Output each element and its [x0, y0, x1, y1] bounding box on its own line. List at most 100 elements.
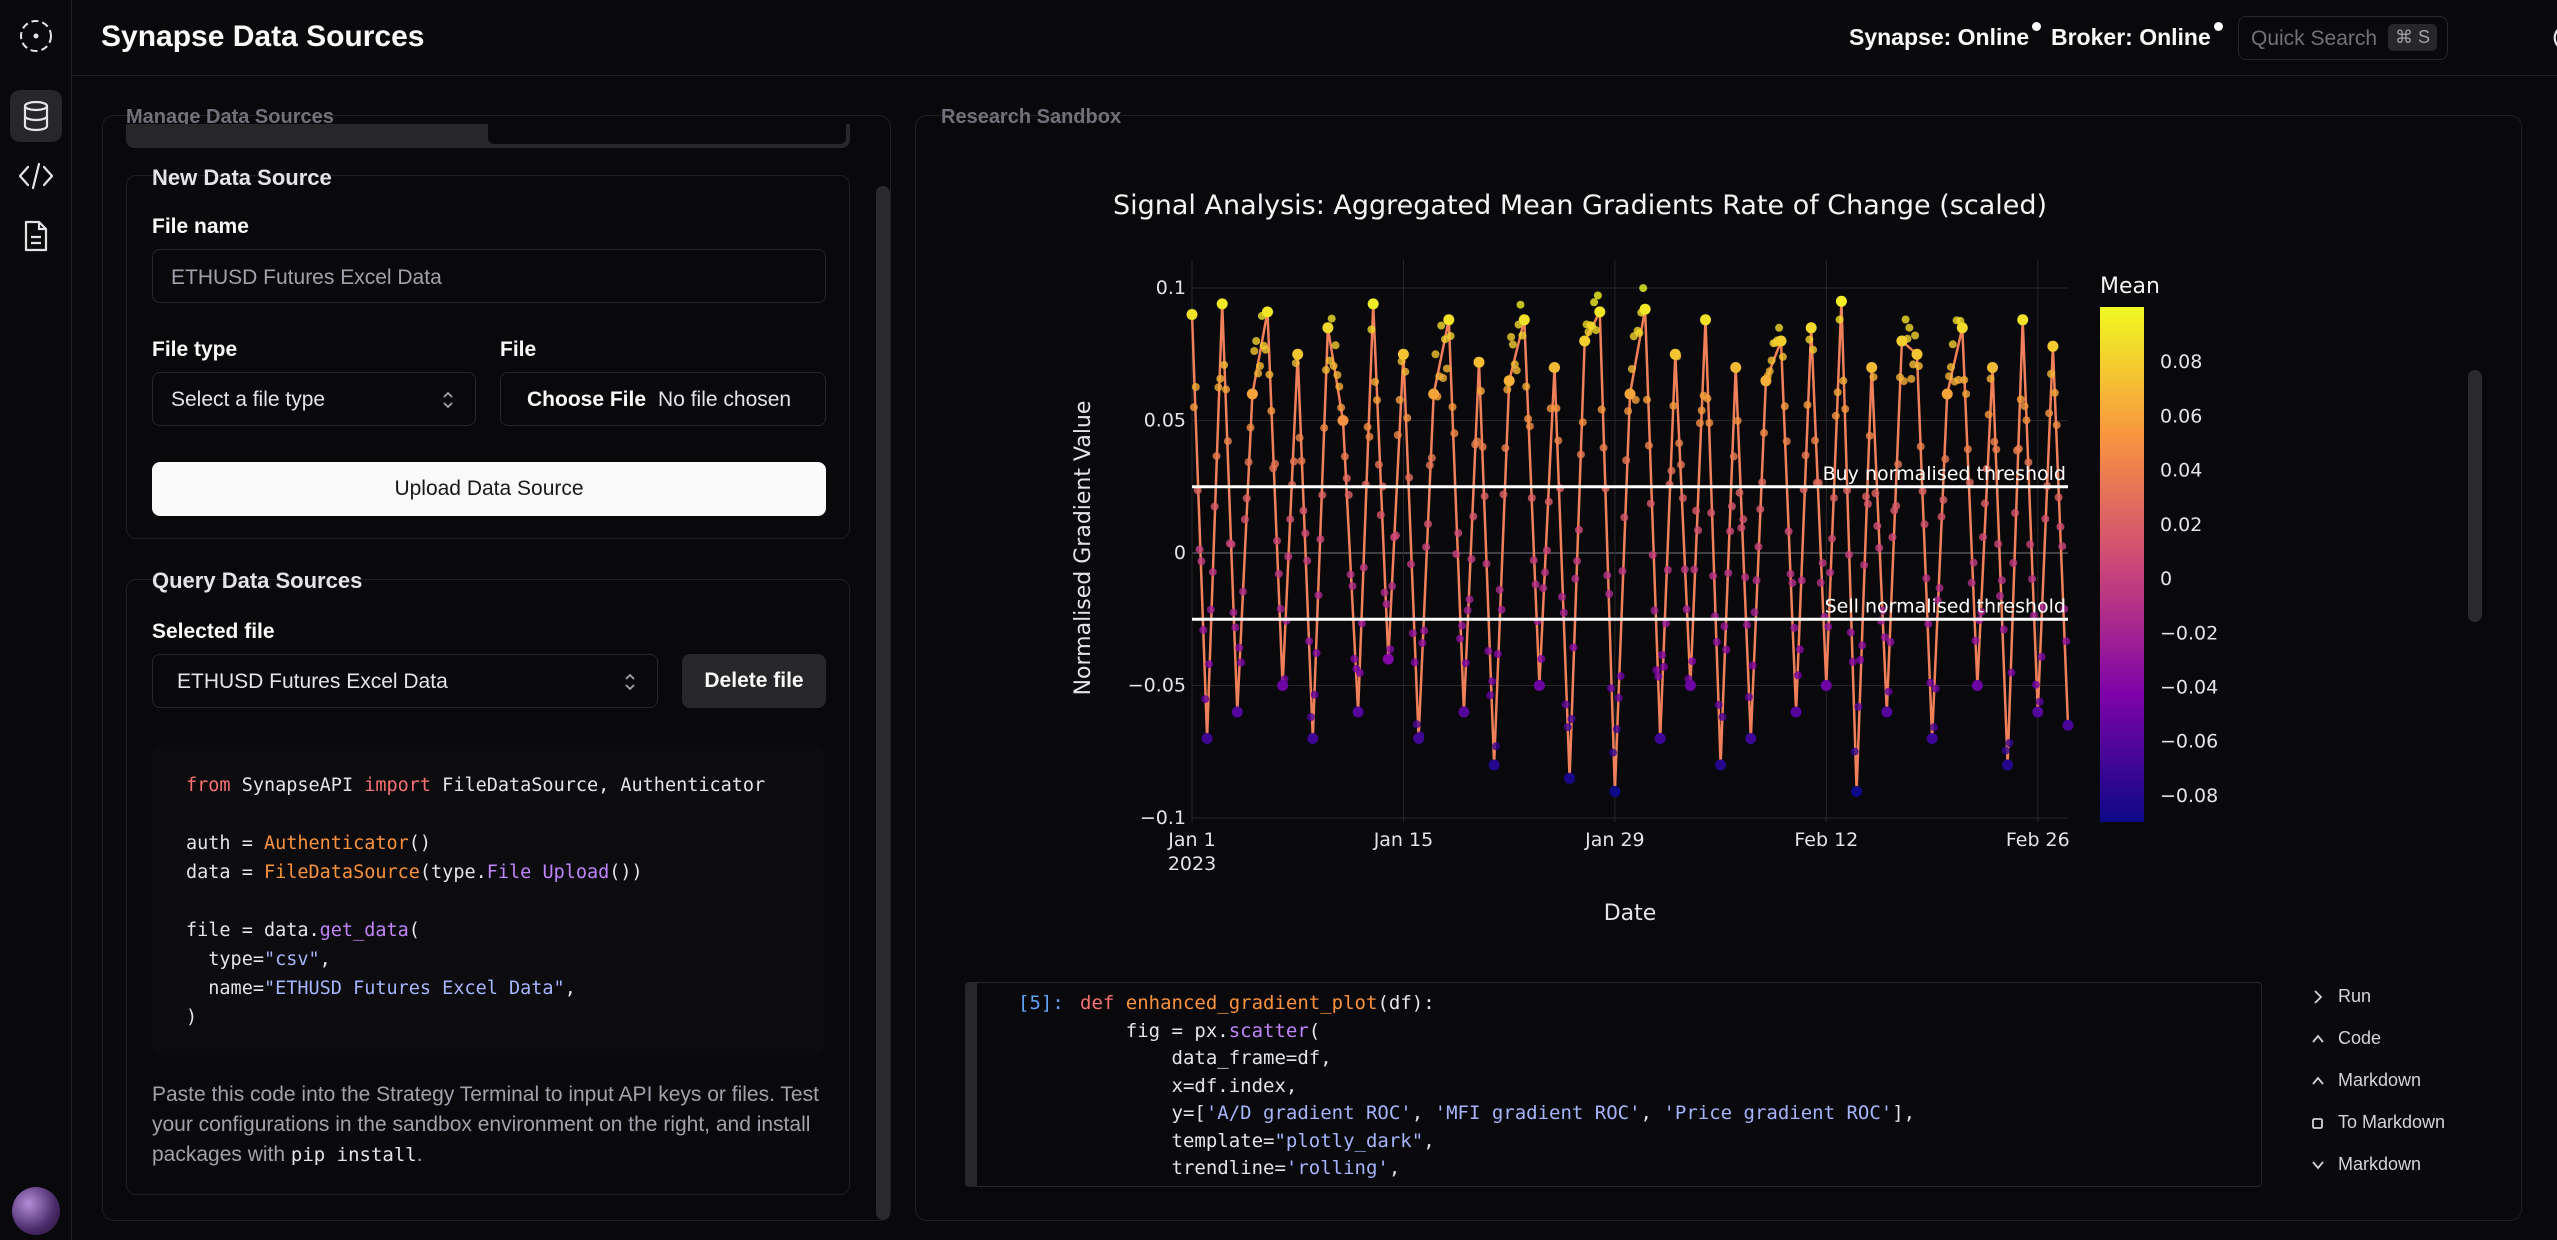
scatter-point	[1442, 364, 1451, 373]
scatter-point	[2037, 652, 2046, 661]
scatter-point	[1559, 608, 1568, 617]
avatar[interactable]	[12, 1187, 60, 1235]
no-file-text: No file chosen	[658, 388, 792, 411]
scatter-point	[1624, 388, 1636, 400]
scatter-point	[2030, 611, 2038, 620]
selected-file-value: ETHUSD Futures Excel Data	[177, 670, 448, 693]
scatter-point	[1316, 535, 1325, 544]
scatter-point	[1745, 733, 1757, 744]
choose-file-button[interactable]: Choose File	[527, 388, 647, 411]
file-name-field[interactable]: ETHUSD Futures Excel Data	[152, 249, 826, 303]
scatter-point	[1730, 362, 1742, 373]
api-code-snippet[interactable]: from SynapseAPI import FileDataSource, A…	[152, 745, 824, 1055]
quick-search-input[interactable]: Quick Search ⌘ S	[2238, 16, 2448, 60]
selected-file-select[interactable]: ETHUSD Futures Excel Data	[152, 654, 658, 708]
series-line	[1190, 300, 2070, 793]
scatter-point	[1694, 526, 1702, 535]
scatter-point	[1794, 671, 1802, 680]
tab-active[interactable]	[488, 124, 846, 144]
scatter-point	[2054, 493, 2063, 502]
scatter-point	[2009, 559, 2018, 567]
scatter-point	[1544, 497, 1553, 506]
scatter-point	[1845, 550, 1853, 559]
run-button[interactable]: Run	[2310, 986, 2445, 1028]
scatter-point	[1403, 413, 1412, 422]
scatter-point	[1510, 360, 1519, 369]
sidebar-item-documents[interactable]	[10, 210, 62, 262]
scatter-point	[1454, 529, 1463, 538]
scatter-point	[1303, 556, 1312, 565]
scatter-point	[2062, 719, 2074, 731]
scatter-point	[1486, 691, 1495, 700]
scatter-point	[1946, 363, 1955, 372]
scatter-point	[2050, 388, 2059, 397]
scatter-point	[1858, 641, 1867, 650]
markdown-above-button[interactable]: Markdown	[2310, 1070, 2445, 1112]
sidebar-item-code[interactable]	[10, 150, 62, 202]
scatter-point	[1639, 303, 1651, 315]
document-icon	[24, 220, 48, 252]
sidebar-item-data-sources[interactable]	[10, 90, 62, 142]
scatter-point	[1620, 513, 1629, 522]
synapse-logo-icon[interactable]	[12, 10, 60, 62]
scatter-point	[1507, 333, 1516, 341]
scatter-point	[1969, 558, 1978, 567]
scatter-point	[1537, 654, 1546, 663]
scatter-point	[1846, 628, 1855, 637]
scatter-point	[2056, 522, 2065, 531]
scatter-point	[1748, 661, 1757, 670]
scatter-point	[1609, 786, 1621, 797]
scatter-point	[1652, 666, 1661, 675]
scatter-point	[1816, 578, 1825, 587]
scatter-point	[1739, 515, 1748, 524]
scatter-point	[1312, 649, 1321, 657]
delete-file-button[interactable]: Delete file	[682, 654, 826, 708]
scatter-point	[1222, 385, 1230, 394]
scatter-point	[1314, 591, 1323, 600]
upload-data-source-button[interactable]: Upload Data Source	[152, 462, 826, 516]
scatter-point	[1760, 428, 1768, 437]
manage-data-sources-panel	[102, 115, 891, 1221]
scatter-point	[1778, 352, 1787, 361]
scatter-point	[1376, 511, 1385, 519]
tab-strip[interactable]	[126, 124, 850, 148]
cell-code[interactable]: def enhanced_gradient_plot(df): fig = px…	[1080, 992, 1916, 1179]
scatter-point	[1948, 340, 1957, 349]
scatter-point	[1367, 325, 1376, 334]
notebook-cell[interactable]	[965, 982, 2262, 1187]
scatter-point	[1488, 677, 1497, 686]
scatter-point	[1443, 314, 1455, 326]
scatter-point	[2020, 402, 2029, 411]
scatter-point	[1405, 473, 1414, 482]
scatter-point	[1456, 634, 1465, 643]
file-type-select[interactable]: Select a file type	[152, 372, 476, 426]
scatter-point	[1284, 552, 1293, 561]
to-markdown-button[interactable]: To Markdown	[2310, 1112, 2445, 1154]
database-icon	[23, 100, 49, 132]
scatter-point	[1899, 377, 1908, 386]
scatter-point	[1965, 478, 1974, 487]
scatter-point	[1578, 418, 1587, 427]
theme-toggle-button[interactable]	[2547, 20, 2557, 56]
scatter-point	[1448, 403, 1457, 411]
scatter-point	[1733, 416, 1742, 425]
scatter-point	[1276, 604, 1285, 613]
threshold-label: Buy normalised threshold	[1823, 463, 2066, 485]
scatter-point	[1452, 550, 1461, 558]
scatter-point	[1618, 567, 1627, 576]
scatter-point	[1246, 388, 1258, 400]
left-scrollbar[interactable]	[876, 186, 890, 1220]
scatter-point	[1322, 366, 1330, 374]
scatter-point	[1373, 396, 1381, 405]
file-chooser[interactable]: Choose File No file chosen	[500, 372, 826, 426]
scatter-point	[1715, 759, 1727, 771]
code-button[interactable]: Code	[2310, 1028, 2445, 1070]
scatter-point	[1367, 298, 1379, 310]
scatter-point	[1941, 455, 1950, 464]
markdown-below-button[interactable]: Markdown	[2310, 1154, 2445, 1196]
scatter-point	[1905, 323, 1914, 332]
scatter-point	[1826, 568, 1835, 577]
selected-file-label: Selected file	[152, 620, 275, 643]
scatter-point	[1401, 367, 1410, 376]
right-scrollbar[interactable]	[2468, 370, 2482, 622]
